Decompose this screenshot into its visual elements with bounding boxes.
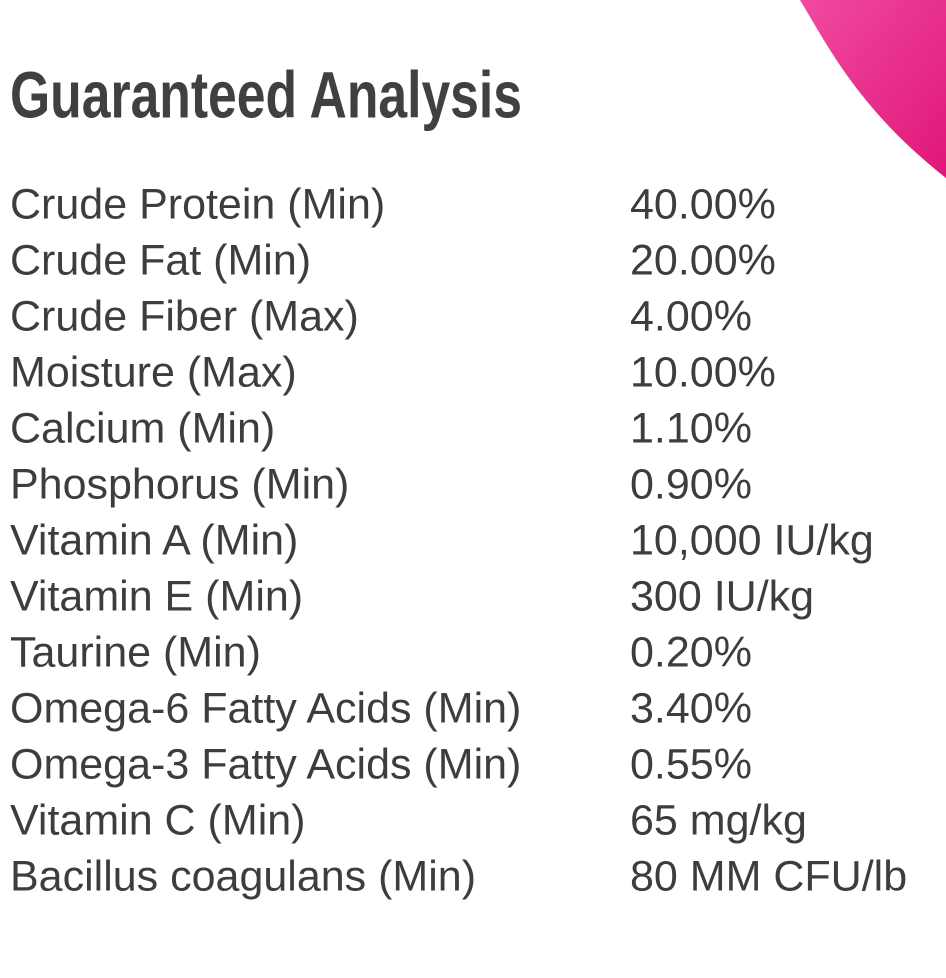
nutrient-value: 1.10% [630,404,752,452]
nutrient-value: 10,000 IU/kg [630,516,874,564]
nutrient-name: Omega-3 Fatty Acids (Min) [10,740,521,788]
nutrient-value: 40.00% [630,180,776,228]
nutrient-name: Vitamin C (Min) [10,796,305,844]
nutrient-name: Phosphorus (Min) [10,460,349,508]
nutrient-name: Bacillus coagulans (Min) [10,852,476,900]
nutrient-name: Moisture (Max) [10,348,297,396]
title: Guaranteed Analysis [10,57,522,131]
nutrient-name: Crude Fiber (Max) [10,292,359,340]
nutrient-name: Crude Fat (Min) [10,236,311,284]
nutrient-value: 3.40% [630,684,752,732]
nutrient-value: 20.00% [630,236,776,284]
nutrient-name: Taurine (Min) [10,628,261,676]
nutrient-value: 4.00% [630,292,752,340]
nutrient-value: 80 MM CFU/lb [630,852,907,900]
analysis-table: Crude Protein (Min) 40.00% Crude Fat (Min)… [10,180,907,900]
nutrient-value: 0.20% [630,628,752,676]
nutrient-value: 0.90% [630,460,752,508]
nutrient-value: 300 IU/kg [630,572,814,620]
nutrient-value: 0.55% [630,740,752,788]
nutrient-name: Crude Protein (Min) [10,180,385,228]
nutrient-value: 65 mg/kg [630,796,807,844]
nutrient-name: Omega-6 Fatty Acids (Min) [10,684,521,732]
nutrient-name: Vitamin E (Min) [10,572,303,620]
nutrient-name: Calcium (Min) [10,404,275,452]
nutrient-name: Vitamin A (Min) [10,516,298,564]
decor-shape [800,0,946,178]
nutrient-value: 10.00% [630,348,776,396]
